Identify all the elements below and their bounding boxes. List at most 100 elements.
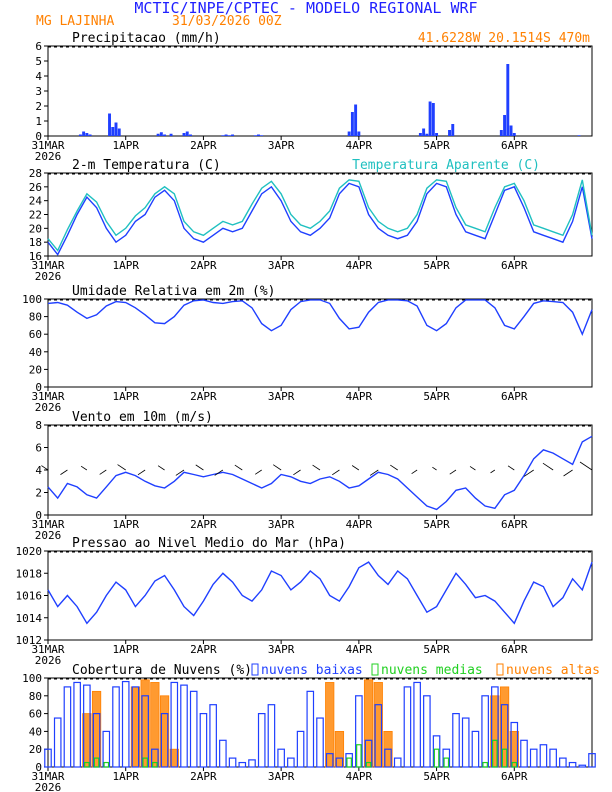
rh-xtick-year: 2026 [35,401,62,414]
cloud-bar-medias [482,761,488,768]
header-coords: 41.6228W 20.1514S 470m [418,31,590,46]
cloud-bar-baixas [112,686,120,768]
rh-ytick-label: 20 [29,363,42,376]
cloud-bar-baixas [219,739,227,768]
precip-bar [221,135,225,136]
precip-xtick-year: 2026 [35,150,62,163]
precip-bar [114,122,118,136]
temp-series-line-0 [47,182,593,256]
wind-series-line-0 [47,435,593,511]
rh-ytick-label: 100 [22,293,42,306]
clouds-ytick-label: 20 [29,743,42,756]
temp-ytick-label: 24 [29,195,43,208]
rh-frame [47,298,593,388]
cloud-legend-label-1: nuvens medias [381,663,483,678]
cloud-bar-baixas [102,730,111,768]
cloud-bar-medias [492,739,498,768]
press-xtick-label: 1APR [112,643,139,656]
cloud-bar-medias [142,757,148,768]
cloud-bar-medias [93,757,100,768]
cloud-bar-baixas [529,748,538,768]
clouds-xtick-label: 4APR [346,770,373,783]
cloud-bar-baixas [316,717,324,768]
cloud-bar-baixas [131,686,140,768]
press-title: Pressao ao Nivel Medio do Mar (hPa) [72,536,346,551]
precip-bar [231,134,235,136]
rh-ytick-label: 80 [29,311,42,324]
cloud-bar-baixas [121,680,130,768]
cloud-bar-baixas [209,704,217,768]
precip-bar [512,133,516,136]
rh-xtick-label: 3APR [268,390,295,403]
clouds-ytick-label: 100 [22,672,42,685]
temp-xtick-year: 2026 [35,270,62,283]
press-xtick-label: 31MAR [31,643,64,656]
clouds-ytick-label: 80 [29,690,42,703]
precip-bar [257,134,260,136]
press-series-line-0 [47,561,593,625]
wind-xtick-label: 5APR [423,518,450,531]
clouds-xtick-year: 2026 [35,781,62,792]
precip-ytick-label: 2 [35,100,42,113]
cloud-bar-baixas [520,739,528,768]
precip-bar [85,133,89,136]
press-xtick-label: 3APR [268,643,295,656]
cloud-bar-medias [501,748,508,768]
precip-bar [425,133,429,136]
press-xtick-label: 2APR [190,643,217,656]
wind-vector [117,464,126,471]
clouds-xtick-label: 31MAR [31,770,64,783]
wind-vector [563,469,573,477]
precip-bar [185,131,189,136]
header-title: MCTIC/INPE/CPTEC - MODELO REGIONAL WRF [134,0,477,17]
cloud-bar-baixas [160,712,169,768]
temp-title: 2-m Temperatura (C) [72,158,221,173]
press-xtick-label: 5APR [423,643,450,656]
temp-ytick-label: 28 [29,167,42,180]
cloud-bar-baixas [63,686,72,768]
rh-ytick-label: 0 [35,381,42,394]
rh-ytick-label: 40 [29,346,42,359]
precip-bar [451,124,455,136]
press-xtick-label: 6APR [501,643,528,656]
cloud-bar-baixas [180,684,188,768]
wind-vector [312,464,321,471]
precip-ytick-label: 0 [35,130,42,143]
cloud-bar-baixas [170,681,179,768]
press-ytick-label: 1016 [16,590,43,603]
temp-title2: Temperatura Aparente (C) [352,158,540,173]
cloud-bar-baixas [471,730,480,768]
cloud-bar-baixas [539,744,548,768]
rh-title: Umidade Relativa em 2m (%) [72,284,276,299]
precip-xtick-label: 4APR [346,139,373,152]
cloud-bar-medias [511,761,518,768]
precip-bar [156,133,160,136]
cloud-bar-medias [152,761,158,768]
wind-vector [469,466,476,471]
temp-ytick-label: 22 [29,209,42,222]
precip-ytick-label: 1 [35,115,42,128]
press-xtick-year: 2026 [35,654,62,667]
wind-vector [579,461,593,471]
cloud-bar-baixas [238,761,247,768]
clouds-title: Cobertura de Nuvens (%) [72,663,252,678]
cloud-bar-baixas [53,717,62,768]
precip-xtick-label: 31MAR [31,139,64,152]
cloud-bar-baixas [452,712,460,768]
temp-xtick-label: 5APR [423,259,450,272]
clouds-xtick-label: 6APR [501,770,528,783]
cloud-bar-baixas [325,753,334,768]
precip-xtick-label: 5APR [423,139,450,152]
precip-bar [354,104,358,136]
press-xtick-label: 4APR [346,643,373,656]
cloud-bar-medias [433,748,440,768]
cloud-bar-baixas [189,690,198,768]
precip-bar [111,127,115,136]
rh-xtick-label: 4APR [346,390,373,403]
wind-vector [273,464,282,471]
wind-vector [490,469,496,474]
wind-vector [195,464,204,471]
header-location: MG LAJINHA [36,14,114,29]
cloud-bar-baixas [403,686,412,768]
